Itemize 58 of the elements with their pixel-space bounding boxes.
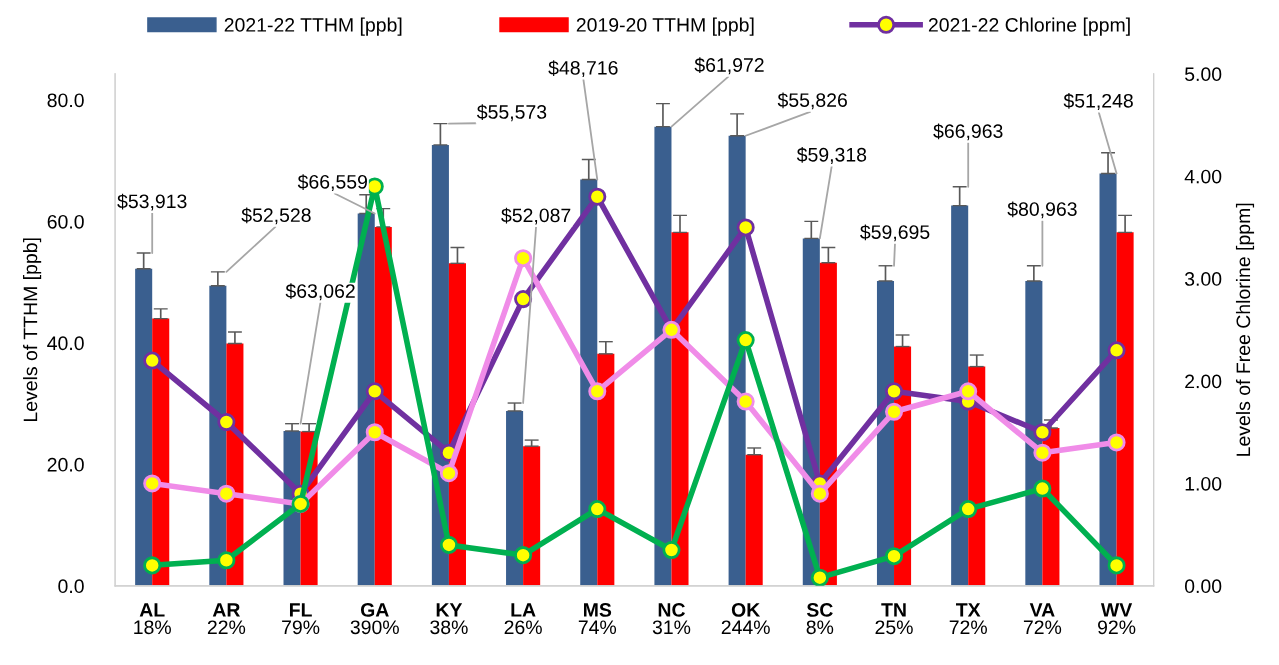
y-tick-label: 40.0 <box>47 336 84 351</box>
text: 79% <box>282 620 320 635</box>
y2-tick-label: 2.00 <box>1185 374 1222 389</box>
x-tick-label: KY <box>436 603 463 617</box>
y-axis-title: Levels of TTHM [ppb] <box>23 238 42 421</box>
text: 244% <box>721 620 770 635</box>
x-tick-label: LA <box>511 603 536 617</box>
y-tick-label: 60.0 <box>47 214 84 229</box>
text: 26% <box>504 620 542 635</box>
annotation: $80,963 <box>1007 201 1077 219</box>
annotation: $55,573 <box>477 104 547 122</box>
annotation: $59,318 <box>796 147 867 164</box>
x-tick-label: WV <box>1100 603 1133 617</box>
annotation: $59,695 <box>860 224 930 242</box>
text: 8% <box>806 620 834 635</box>
y2-tick-label: 3.00 <box>1184 272 1222 286</box>
annotation: $63,062 <box>285 283 355 301</box>
x-tick-label: FL <box>289 603 312 617</box>
y2-tick-label: 4.00 <box>1184 169 1222 184</box>
x-tick-label: OK <box>731 603 761 617</box>
text: 22% <box>207 620 246 635</box>
x-tick-label: AR <box>212 603 241 617</box>
annotation: $51,248 <box>1063 93 1133 110</box>
annotation: $48,716 <box>548 60 618 78</box>
x-tick-label: MS <box>584 603 612 617</box>
x-tick-label: VA <box>1029 603 1055 617</box>
x-tick-label: TX <box>956 603 981 617</box>
text: 74% <box>578 620 617 635</box>
annotation: $52,528 <box>241 207 311 225</box>
x-tick-label: SC <box>806 603 833 617</box>
y2-tick-label: 1.00 <box>1185 476 1222 491</box>
text: 25% <box>875 620 913 635</box>
text: 390% <box>350 620 399 635</box>
y2-tick-label: 5.00 <box>1184 67 1222 82</box>
y-tick-label: 0.0 <box>58 579 84 594</box>
annotation: $53,913 <box>117 193 187 211</box>
legend-label: 2019-20 TTHM [ppb] <box>576 17 754 36</box>
x-tick-label: GA <box>360 603 389 617</box>
text: 72% <box>1023 620 1062 635</box>
x-tick-label: NC <box>658 603 685 617</box>
y-tick-label: 80.0 <box>47 93 84 108</box>
x-tick-label: TN <box>881 603 906 617</box>
text: 31% <box>652 620 691 635</box>
annotation: $66,559 <box>297 174 367 192</box>
legend-label: 2021-22 Chlorine [ppm] <box>928 17 1130 36</box>
y-tick-label: 20.0 <box>47 457 84 472</box>
text: 92% <box>1098 620 1136 635</box>
annotation: $66,963 <box>933 123 1003 141</box>
y2-tick-label: 0.00 <box>1184 579 1222 594</box>
y2-axis-title: Levels of Free Chlorine [ppm] <box>1235 203 1255 456</box>
annotation: $52,087 <box>501 207 571 225</box>
text: 38% <box>430 620 468 635</box>
legend-label: 2021-22 TTHM [ppb] <box>224 17 402 36</box>
annotation: $55,826 <box>777 92 847 110</box>
x-tick-label: AL <box>139 603 165 617</box>
annotation: $61,972 <box>694 57 764 75</box>
text: 18% <box>134 620 171 635</box>
text: 72% <box>949 620 987 635</box>
